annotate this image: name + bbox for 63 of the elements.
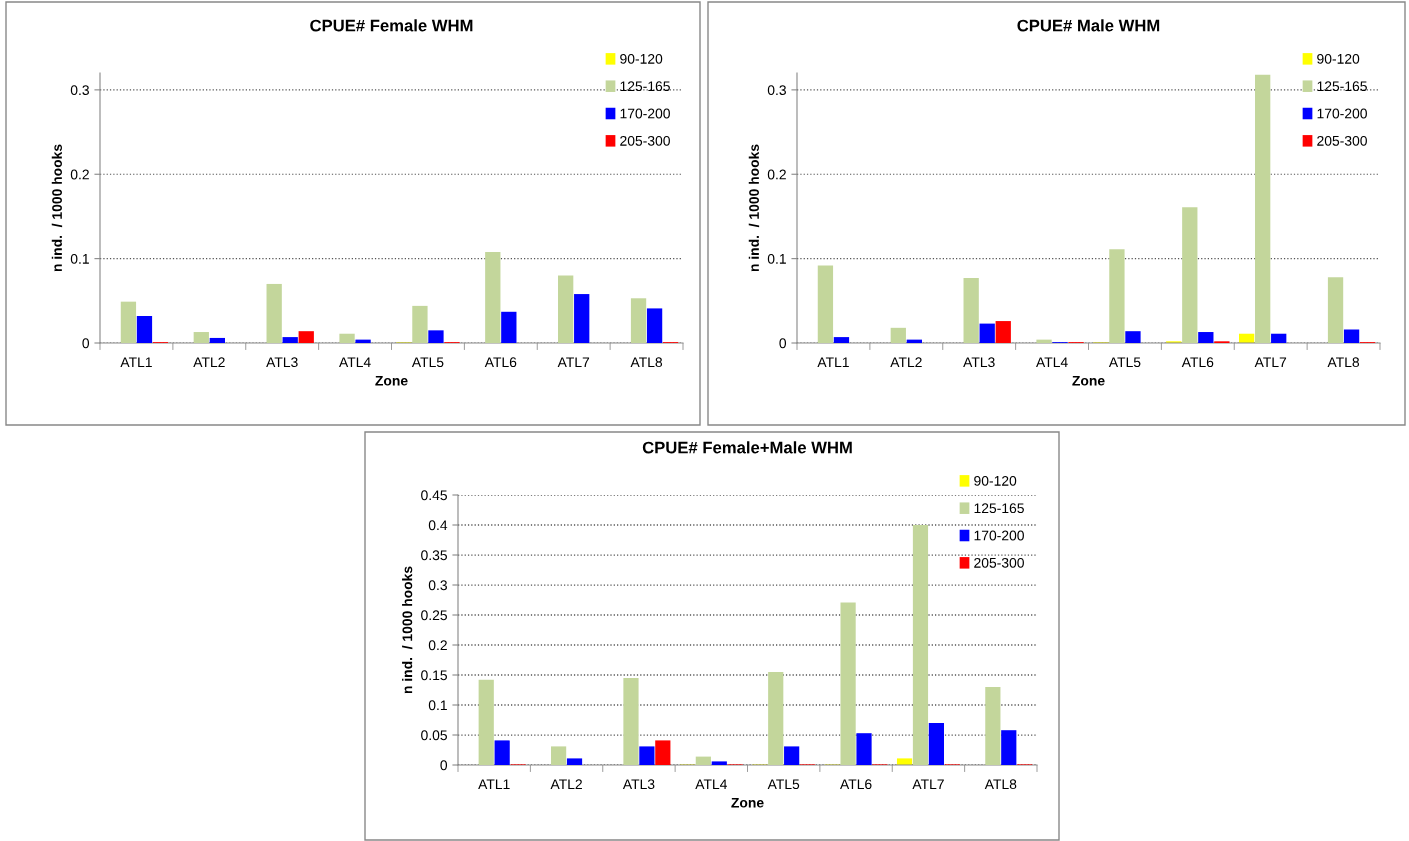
x-axis-title: Zone bbox=[1072, 375, 1105, 386]
y-tick-label: 0.3 bbox=[428, 580, 447, 591]
y-axis-title: n ind. / 1000 hooks bbox=[748, 144, 760, 272]
y-tick-label: 0.2 bbox=[70, 169, 89, 180]
x-tick-label: ATL7 bbox=[912, 779, 944, 789]
x-tick-label: ATL2 bbox=[193, 357, 225, 367]
chart-title: CPUE# Female+Male WHM bbox=[642, 441, 852, 454]
chart-title: CPUE# Female WHM bbox=[310, 19, 473, 32]
y-tick-label: 0.3 bbox=[767, 85, 786, 96]
y-tick-label: 0.05 bbox=[421, 730, 447, 741]
x-tick-label: ATL8 bbox=[984, 779, 1017, 790]
legend-label: 170-200 bbox=[974, 530, 1024, 541]
y-tick-label: 0.3 bbox=[70, 85, 89, 96]
x-tick-label: ATL2 bbox=[550, 779, 582, 789]
x-tick-label: ATL6 bbox=[484, 357, 517, 368]
y-axis-title: n ind. / 1000 hooks bbox=[51, 144, 63, 272]
y-tick-label: 0.4 bbox=[428, 520, 448, 531]
x-tick-label: ATL1 bbox=[120, 357, 152, 367]
y-tick-label: 0.15 bbox=[421, 670, 447, 681]
legend-label: 170-200 bbox=[620, 108, 670, 119]
x-tick-label: ATL6 bbox=[840, 779, 872, 790]
x-tick-label: ATL6 bbox=[1181, 357, 1214, 368]
x-tick-label: ATL5 bbox=[1108, 357, 1141, 368]
x-tick-label: ATL3 bbox=[963, 357, 995, 368]
y-tick-label: 0 bbox=[440, 760, 448, 771]
y-axis-title: n ind. / 1000 hooks bbox=[402, 566, 413, 694]
x-tick-label: ATL5 bbox=[411, 357, 444, 368]
y-tick-label: 0.1 bbox=[767, 253, 786, 264]
legend-label: 205-300 bbox=[1317, 135, 1367, 146]
legend-label: 125-165 bbox=[1317, 81, 1367, 92]
y-tick-label: 0 bbox=[82, 338, 90, 349]
x-tick-label: ATL4 bbox=[1036, 357, 1068, 367]
x-tick-label: ATL5 bbox=[767, 779, 800, 790]
x-tick-label: ATL7 bbox=[1254, 357, 1287, 367]
x-tick-label: ATL7 bbox=[557, 357, 590, 367]
legend-label: 125-165 bbox=[974, 503, 1024, 514]
legend-label: 205-300 bbox=[974, 557, 1024, 568]
x-axis-title: Zone bbox=[731, 797, 764, 808]
legend-label: 90-120 bbox=[620, 53, 663, 64]
x-tick-label: ATL8 bbox=[630, 357, 663, 368]
y-tick-label: 0.2 bbox=[428, 640, 447, 651]
x-axis-title: Zone bbox=[375, 375, 408, 386]
legend-label: 90-120 bbox=[974, 475, 1017, 486]
chart-title: CPUE# Male WHM bbox=[1017, 19, 1160, 32]
x-tick-label: ATL2 bbox=[890, 357, 922, 367]
x-tick-label: ATL3 bbox=[266, 357, 298, 368]
y-tick-label: 0.1 bbox=[70, 253, 89, 264]
y-tick-label: 0.2 bbox=[767, 169, 786, 180]
x-tick-label: ATL3 bbox=[622, 779, 655, 790]
y-tick-label: 0 bbox=[779, 338, 787, 349]
x-tick-label: ATL1 bbox=[817, 357, 849, 367]
y-tick-label: 0.45 bbox=[421, 490, 447, 501]
x-tick-label: ATL4 bbox=[339, 357, 371, 367]
y-tick-label: 0.25 bbox=[421, 610, 447, 621]
legend-label: 205-300 bbox=[620, 135, 670, 146]
x-tick-label: ATL4 bbox=[695, 779, 727, 789]
x-tick-label: ATL8 bbox=[1327, 357, 1360, 368]
y-tick-label: 0.1 bbox=[428, 700, 447, 711]
legend-label: 125-165 bbox=[620, 81, 670, 92]
x-tick-label: ATL1 bbox=[478, 779, 510, 789]
legend-label: 170-200 bbox=[1317, 108, 1367, 119]
y-tick-label: 0.35 bbox=[421, 550, 447, 561]
legend-label: 90-120 bbox=[1317, 53, 1360, 64]
